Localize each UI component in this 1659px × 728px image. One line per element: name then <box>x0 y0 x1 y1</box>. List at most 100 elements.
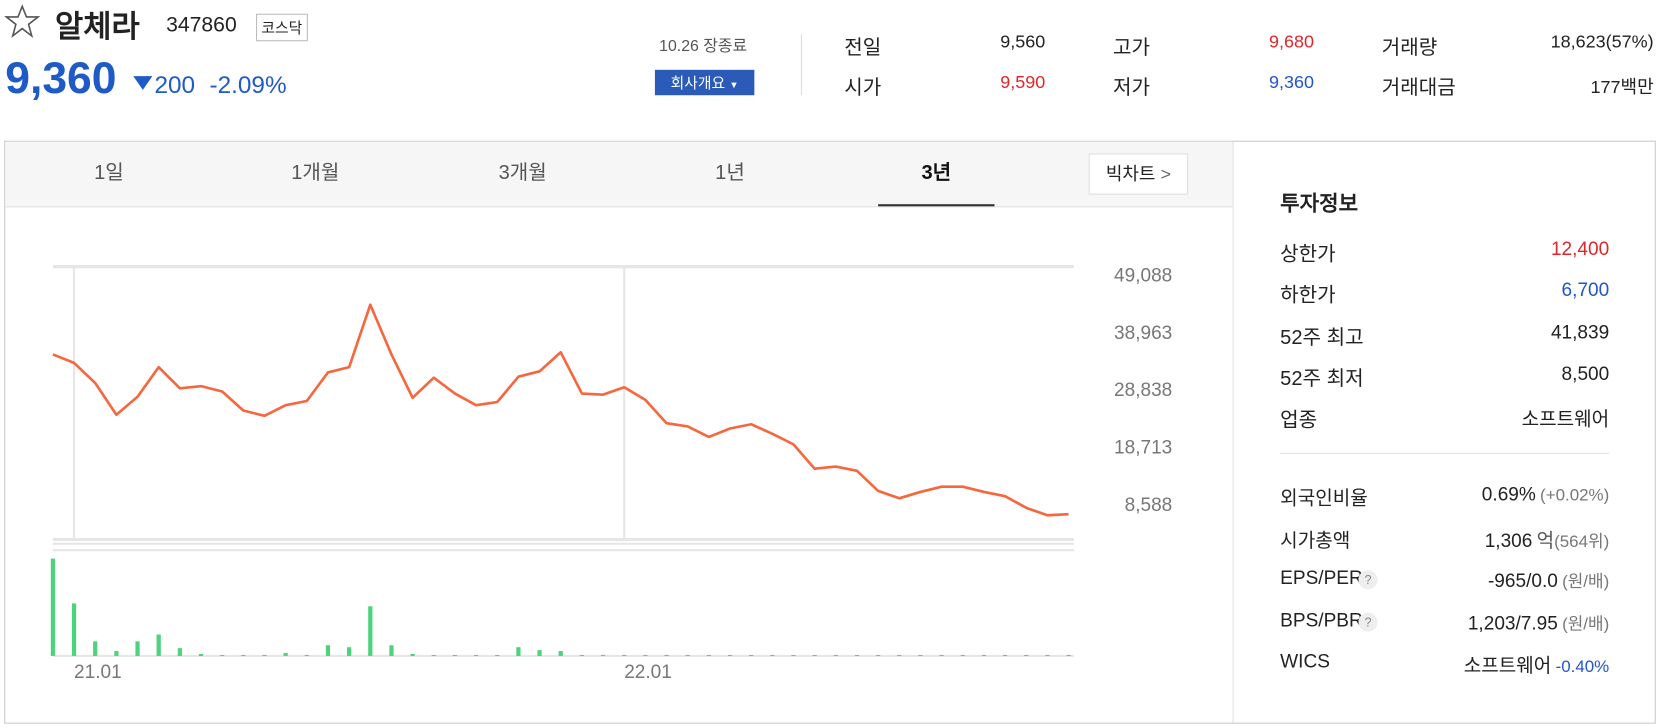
invest-label: 상한가 <box>1280 243 1336 266</box>
volume-bar <box>558 651 563 656</box>
quote-label: 거래량 <box>1381 37 1438 60</box>
volume-bar <box>770 654 775 656</box>
volume-bar <box>812 654 817 656</box>
stock-name: 알체라 <box>55 10 140 45</box>
company-button-label: 회사개요 <box>670 74 726 91</box>
company-button[interactable]: 회사개요 ▼ <box>654 69 755 96</box>
invest-value: 1,306 <box>1484 529 1533 551</box>
volume-bar <box>537 650 542 656</box>
volume-bar <box>1066 654 1071 656</box>
market-badge: 코스닥 <box>256 13 308 42</box>
quote-value: 9,360 <box>1269 71 1315 93</box>
y-tick-label: 49,088 <box>1114 265 1172 286</box>
invest-value-group: -965/0.0 (원/배) <box>1488 567 1609 592</box>
period-tab[interactable]: 1년 <box>715 161 745 185</box>
volume-bar <box>918 654 923 656</box>
volume-bar <box>71 603 77 656</box>
volume-bar <box>431 654 436 656</box>
volume-bar <box>622 654 627 656</box>
favorite-star[interactable] <box>4 4 41 39</box>
volume-bar <box>643 654 648 656</box>
period-tab[interactable]: 1일 <box>94 161 124 185</box>
invest-note: -0.40% <box>1555 658 1610 677</box>
market-status: 10.26 장종료 <box>659 37 748 56</box>
volume-bar <box>50 558 56 656</box>
y-tick-label: 8,588 <box>1125 495 1173 516</box>
volume-bar <box>749 654 754 656</box>
volume-bar <box>473 654 479 656</box>
volume-bar <box>93 641 98 656</box>
y-tick-label: 18,713 <box>1114 438 1172 459</box>
volume-bar <box>706 654 711 656</box>
invest-value: 1,203/7.95 <box>1467 612 1558 634</box>
big-chart-button[interactable]: 빅차트 > <box>1088 153 1189 195</box>
volume-bar <box>410 654 415 656</box>
sidebar-divider <box>1232 141 1234 723</box>
invest-note: (+0.02%) <box>1540 486 1610 505</box>
volume-bar <box>600 654 606 656</box>
volume-bar <box>981 654 987 656</box>
invest-label: 시가총액 <box>1280 529 1351 551</box>
period-tab[interactable]: 1개월 <box>291 161 340 185</box>
volume-bar <box>1045 654 1050 656</box>
current-price: 9,360 <box>5 52 117 103</box>
volume-bar <box>854 654 860 656</box>
invest-value: 41,839 <box>1550 321 1610 343</box>
quote-label: 거래대금 <box>1381 77 1456 100</box>
volume-bar <box>791 654 796 656</box>
help-icon[interactable]: ? <box>1358 612 1378 632</box>
volume-bar <box>1002 654 1008 656</box>
price-change: 200 <box>154 70 196 99</box>
x-tick-label: 22.01 <box>624 662 672 683</box>
y-tick-label: 28,838 <box>1114 380 1172 401</box>
volume-bar <box>685 654 690 656</box>
invest-label: EPS/PER <box>1280 567 1363 589</box>
invest-value: 12,400 <box>1550 238 1610 260</box>
volume-bar <box>1024 654 1029 656</box>
quote-value: 18,623(57%) <box>1550 31 1654 52</box>
quote-label: 저가 <box>1113 77 1151 100</box>
volume-bar <box>156 634 161 656</box>
invest-label: WICS <box>1280 650 1330 672</box>
down-arrow <box>133 76 153 90</box>
y-tick-label: 38,963 <box>1114 323 1172 344</box>
volume-bar <box>664 654 669 656</box>
invest-value: 6,700 <box>1561 279 1610 301</box>
volume-bar <box>220 654 225 656</box>
volume-bar <box>495 654 500 656</box>
volume-bar <box>325 645 331 656</box>
invest-value: 0.69% <box>1481 483 1536 505</box>
invest-value-group: 소프트웨어 -0.40% <box>1464 651 1609 679</box>
invest-value: 8,500 <box>1561 362 1610 384</box>
period-tab[interactable]: 3개월 <box>498 161 547 185</box>
volume-bar <box>304 654 309 656</box>
volume-bar <box>876 654 881 656</box>
quote-label: 시가 <box>844 77 882 100</box>
price-change-pct: -2.09% <box>209 70 287 99</box>
big-chart-label: 빅차트 <box>1105 163 1156 185</box>
main-panel <box>4 140 1656 724</box>
quote-value: 9,680 <box>1269 31 1315 52</box>
invest-divider <box>1280 452 1610 454</box>
invest-unit: 억 <box>1536 529 1555 551</box>
quote-label: 전일 <box>844 37 882 60</box>
volume-bar <box>283 653 288 656</box>
help-icon[interactable]: ? <box>1358 570 1378 590</box>
invest-label: 52주 최고 <box>1280 326 1364 349</box>
volume-bar <box>452 654 458 656</box>
stock-code: 347860 <box>166 13 237 38</box>
invest-label: 외국인비율 <box>1280 487 1368 509</box>
volume-bar <box>135 641 140 656</box>
invest-note: (564위) <box>1554 532 1610 551</box>
invest-note: (원/배) <box>1562 573 1610 592</box>
invest-title: 투자정보 <box>1280 192 1359 216</box>
volume-bar <box>833 654 838 656</box>
volume-bar <box>114 651 119 656</box>
invest-label: BPS/PBR <box>1280 608 1363 631</box>
volume-bar <box>579 654 585 656</box>
invest-note: (원/배) <box>1562 615 1610 634</box>
price-chart: 49,088 38,963 28,838 18,713 8,588 21.01 22.01 <box>50 265 1173 683</box>
period-tab[interactable]: 3년 <box>878 142 995 207</box>
